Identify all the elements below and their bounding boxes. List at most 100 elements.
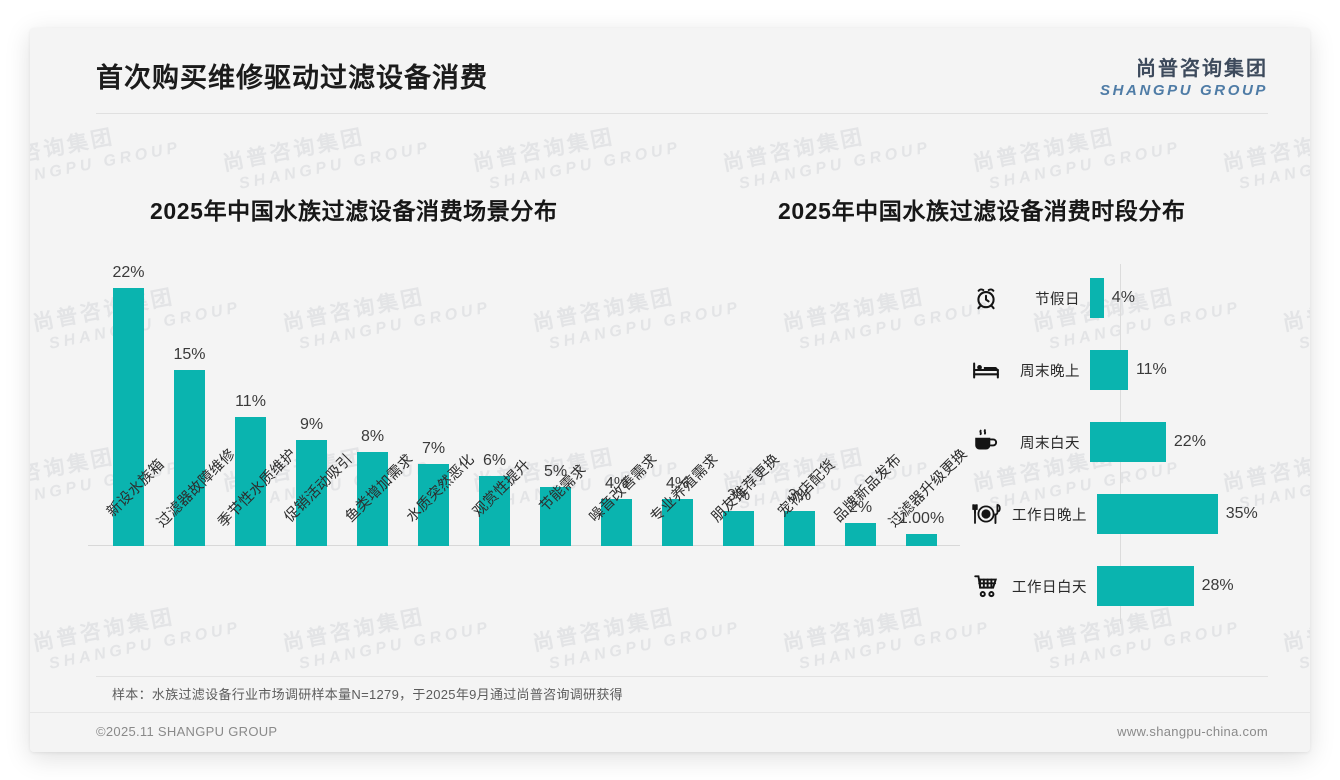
left-chart-title: 2025年中国水族过滤设备消费场景分布 (150, 198, 558, 224)
vertical-bar-column: 7% (403, 264, 464, 546)
bar-fill (784, 510, 815, 546)
bed-icon (960, 357, 1012, 383)
bar-value-label: 4% (604, 475, 629, 492)
vertical-bars-plot: 22% 15% 11% 9% 8% 7% 6% 5% 4% 4% 3% 3% 2% 1.00% (98, 264, 952, 546)
x-axis-label-slot: 过滤器升级更换 (886, 446, 971, 584)
bar-fill (723, 510, 754, 546)
bar-fill (540, 487, 571, 546)
bar-value-label: 3% (787, 486, 812, 504)
header-divider (96, 113, 1268, 114)
vertical-bar-column: 22% (98, 264, 159, 546)
bar-track: 22% (1090, 408, 1300, 476)
x-axis-label-slot: 过滤器故障维修 (154, 446, 239, 584)
timeslot-label: 节假日 (1035, 291, 1080, 308)
bar-fill (1090, 422, 1166, 462)
bar-fill (1097, 494, 1218, 534)
timeslot-row: 节假日 4% (960, 264, 1300, 332)
bar-value-label: 6% (482, 451, 507, 469)
bar-fill (1090, 350, 1128, 390)
bar-value-label: 22% (1173, 433, 1206, 450)
bar-value-label: 2% (848, 498, 873, 516)
vertical-bar-column: 11% (220, 264, 281, 546)
timeslot-row: 工作日白天 28% (960, 552, 1300, 620)
x-axis-line (88, 545, 960, 546)
bar-value-label: 11% (235, 392, 266, 410)
x-axis-label-slot: 鱼类增加需求 (342, 451, 416, 584)
logo-english-text: SHANGPU GROUP (1100, 82, 1268, 99)
bar-value-label: 5% (543, 463, 568, 481)
bar-value-label: 7% (421, 439, 446, 457)
vertical-bar-column: 1.00% (891, 264, 952, 546)
bar-track: 35% (1097, 480, 1300, 548)
page-title: 首次购买维修驱动过滤设备消费 (96, 63, 488, 93)
bar-fill (845, 522, 876, 546)
x-axis-label-slot: 节能需求 (525, 462, 589, 584)
vertical-bar-column: 3% (769, 264, 830, 546)
x-axis-label-slot: 季节性水质维护 (215, 446, 300, 584)
bar-fill (174, 369, 205, 546)
bar-value-label: 28% (1201, 577, 1234, 594)
bar-value-label: 8% (360, 428, 385, 445)
bar-value-label: 1.00% (898, 510, 945, 528)
website-link[interactable]: www.shangpu-china.com (1117, 724, 1268, 739)
vertical-bar-column: 15% (159, 264, 220, 546)
brand-logo: 尚普咨询集团 SHANGPU GROUP (1100, 58, 1268, 100)
x-axis-label-slot: 专业养殖需求 (647, 451, 721, 584)
timeslot-label: 周末白天 (1020, 435, 1080, 452)
vertical-bar-column: 5% (525, 264, 586, 546)
alarm-clock-icon (960, 285, 1012, 311)
x-axis-label-slot: 水质突然恶化 (403, 451, 477, 584)
x-axis-labels: 新设水族箱 过滤器故障维修 季节性水质维护 促销活动吸引 鱼类增加需求 水质突然恶化 观赏性… (98, 446, 971, 584)
bar-value-label: 11% (1135, 361, 1167, 378)
vertical-bar-column: 3% (708, 264, 769, 546)
bar-fill (357, 452, 388, 546)
bar-value-label: 4% (665, 475, 690, 492)
consumption-timeslot-bar-chart: 节假日 4% 周末晚上 11% 周末白天 22% 工作日晚上 35% 工作日白天 28% (960, 264, 1300, 624)
x-axis-label-slot: 观赏性提升 (464, 457, 534, 584)
timeslot-row: 工作日晚上 35% (960, 480, 1300, 548)
bar-fill (601, 499, 632, 546)
consumption-scenario-bar-chart: 22% 15% 11% 9% 8% 7% 6% 5% 4% 4% 3% 3% 2% 1.00% 新设水族箱… (70, 264, 970, 574)
timeslot-label: 工作日晚上 (1012, 507, 1087, 524)
footnote-divider (96, 676, 1268, 677)
bar-fill (479, 475, 510, 546)
timeslot-label: 周末晚上 (1020, 363, 1080, 380)
vertical-bar-column: 6% (464, 264, 525, 546)
vertical-bar-column: 2% (830, 264, 891, 546)
bar-value-label: 4% (1111, 289, 1135, 306)
bar-fill (235, 416, 266, 546)
x-axis-label-slot: 噪音改善需求 (586, 451, 660, 584)
slide-header: 首次购买维修驱动过滤设备消费 尚普咨询集团 SHANGPU GROUP (30, 28, 1310, 114)
coffee-cup-icon (960, 428, 1012, 456)
bar-fill (1097, 566, 1194, 606)
bar-value-label: 35% (1225, 505, 1258, 522)
bar-fill (1090, 278, 1104, 318)
copyright-text: ©2025.11 SHANGPU GROUP (96, 724, 278, 739)
footer-divider (30, 712, 1310, 713)
bar-fill (113, 288, 144, 546)
bar-track: 4% (1090, 264, 1300, 332)
slide-page: 尚普咨询集团 SHANGPU GROUP 尚普咨询集团 SHANGPU GROUP 尚普… (30, 28, 1310, 752)
x-axis-label-slot: 品牌新品发布 (830, 451, 904, 584)
x-axis-label-slot: 新设水族箱 (98, 457, 168, 584)
logo-chinese-text: 尚普咨询集团 (1136, 58, 1268, 80)
bar-value-label: 15% (173, 345, 206, 363)
sample-footnote: 样本：水族过滤设备行业市场调研样本量N=1279，于2025年9月通过尚普咨询调… (112, 687, 623, 702)
bar-fill (906, 534, 937, 546)
vertical-bar-column: 9% (281, 264, 342, 546)
timeslot-row: 周末白天 22% (960, 408, 1300, 476)
slide-footer: ©2025.11 SHANGPU GROUP www.shangpu-china… (30, 713, 1310, 752)
bar-value-label: 3% (726, 486, 751, 504)
charts-region: 2025年中国水族过滤设备消费场景分布 2025年中国水族过滤设备消费时段分布 … (30, 114, 1310, 694)
timeslot-label: 工作日白天 (1012, 579, 1087, 596)
vertical-bar-column: 8% (342, 264, 403, 546)
shopping-cart-icon (960, 573, 1012, 599)
x-axis-label-slot: 促销活动吸引 (281, 451, 355, 584)
bar-value-label: 22% (112, 264, 145, 281)
bar-fill (418, 463, 449, 546)
vertical-bar-column: 4% (647, 264, 708, 546)
bar-track: 11% (1090, 336, 1300, 404)
right-chart-title: 2025年中国水族过滤设备消费时段分布 (778, 198, 1186, 224)
x-axis-label-slot: 宠物店配货 (769, 457, 839, 584)
vertical-bar-column: 4% (586, 264, 647, 546)
